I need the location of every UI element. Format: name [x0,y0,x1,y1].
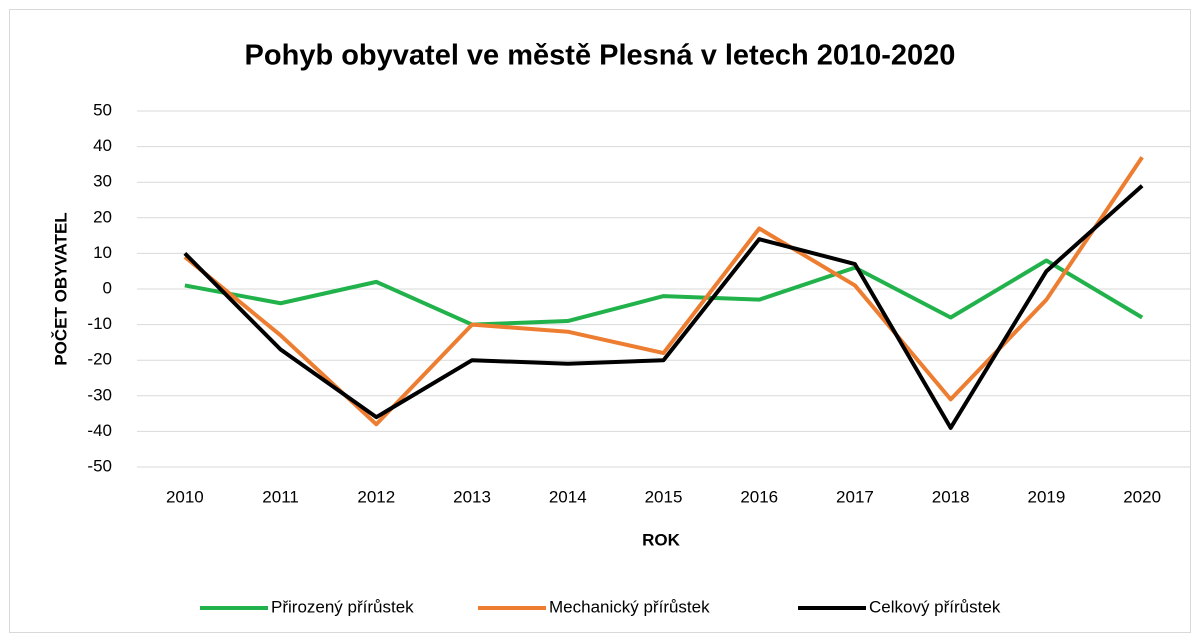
y-tick-label: 40 [93,136,112,155]
x-tick-label: 2020 [1123,487,1161,506]
x-tick-label: 2019 [1027,487,1065,506]
y-tick-label: -30 [87,385,112,404]
x-tick-label: 2015 [645,487,683,506]
legend-label: Přirozený přírůstek [271,597,414,616]
x-tick-label: 2018 [932,487,970,506]
y-axis-label: POČET OBYVATEL [51,212,70,365]
series-line [184,258,1144,327]
x-tick-label: 2012 [357,487,395,506]
legend-label: Celkový přírůstek [869,597,1001,616]
y-tick-label: 10 [93,243,112,262]
x-tick-label: 2013 [453,487,491,506]
y-tick-label: -20 [87,350,112,369]
series-line [183,184,1144,430]
chart-border [9,9,1191,633]
y-tick-label: -40 [87,421,112,440]
x-tick-label: 2011 [262,487,299,506]
y-tick-label: 20 [93,207,112,226]
x-axis-label: ROK [642,530,681,549]
y-tick-label: -10 [87,314,112,333]
x-tick-label: 2014 [549,487,587,506]
y-tick-label: 50 [93,100,112,119]
x-tick-label: 2010 [166,487,204,506]
x-tick-label: 2016 [740,487,778,506]
chart-title: Pohyb obyvatel ve městě Plesná v letech … [245,40,956,72]
legend-label: Mechanický přírůstek [549,597,710,616]
x-tick-label: 2017 [836,487,874,506]
y-tick-label: 30 [93,172,112,191]
y-tick-label: -50 [87,456,112,475]
y-tick-label: 0 [103,278,112,297]
